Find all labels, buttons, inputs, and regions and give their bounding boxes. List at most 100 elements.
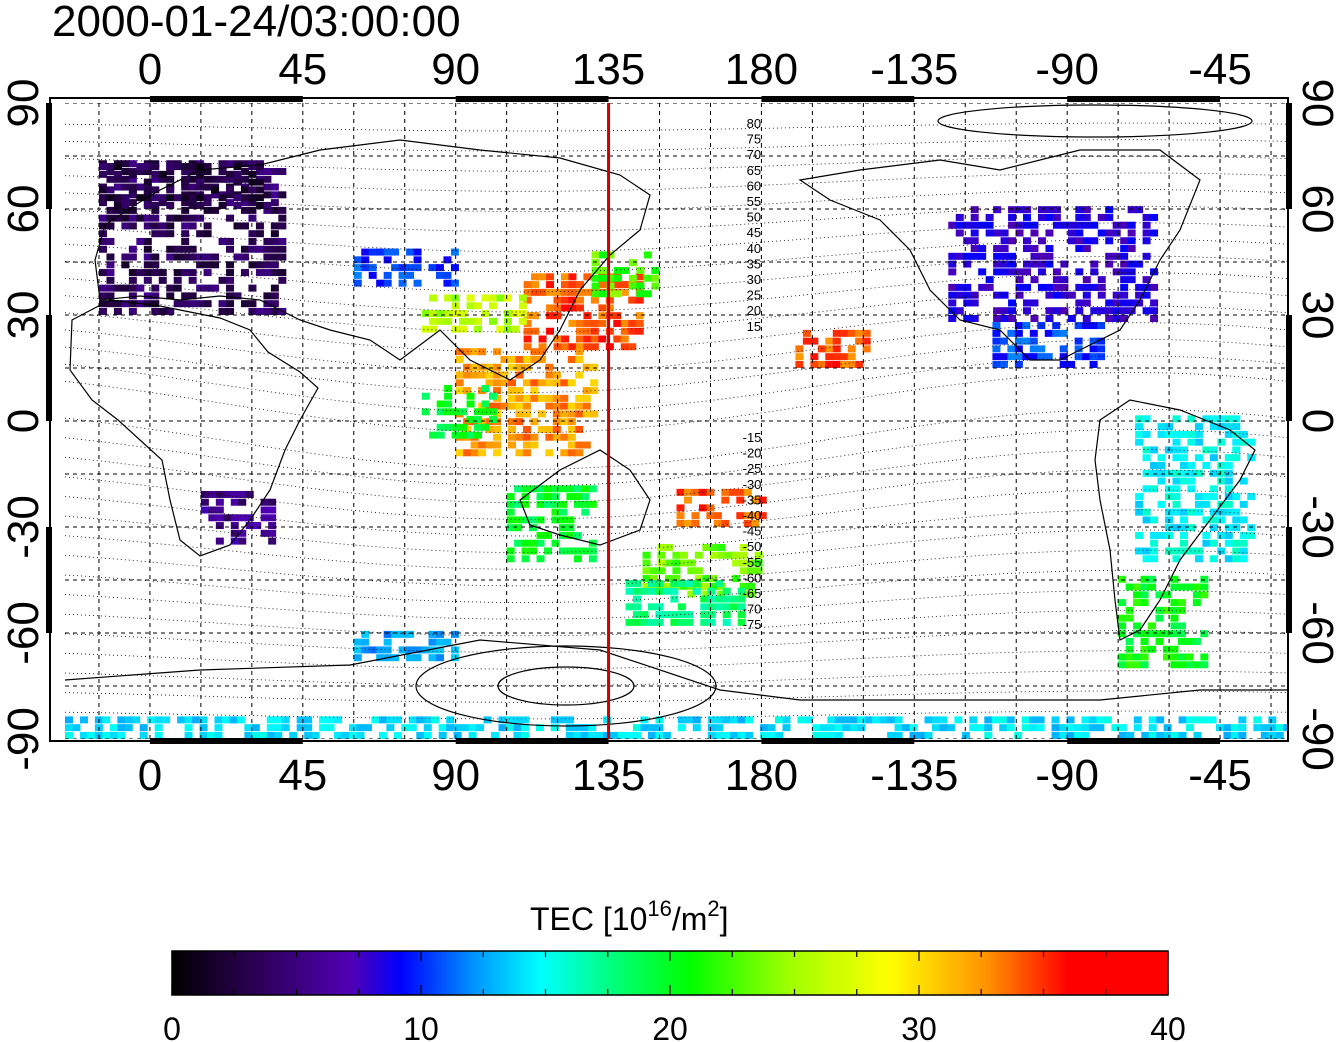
- tec-cell: [1162, 645, 1171, 653]
- tec-cell: [507, 433, 516, 441]
- tec-cell: [263, 261, 272, 269]
- tec-cell: [478, 418, 487, 426]
- tec-cell: [970, 315, 979, 322]
- tec-cell: [436, 431, 445, 439]
- tec-cell: [707, 618, 716, 626]
- tec-cell: [459, 310, 468, 318]
- tec-cell: [233, 170, 242, 178]
- tec-cell: [218, 276, 227, 284]
- tec-cell: [451, 408, 460, 416]
- tec-cell: [136, 168, 145, 176]
- tec-cell: [503, 294, 512, 302]
- tec-cell: [230, 490, 239, 498]
- tec-cell: [128, 276, 137, 284]
- tec-cell: [154, 724, 163, 732]
- tec-cell: [1209, 555, 1218, 563]
- tec-cell: [274, 716, 283, 724]
- tec-cell: [435, 638, 444, 646]
- tec-cell: [230, 498, 239, 506]
- tec-cell: [143, 163, 152, 171]
- tec-cell: [677, 603, 686, 611]
- tec-cell: [992, 337, 1001, 345]
- tec-cell: [1192, 661, 1201, 669]
- tec-cell: [537, 425, 546, 433]
- tec-cell: [151, 175, 160, 183]
- tec-cell: [985, 229, 994, 237]
- longitude-tick-label: 180: [725, 751, 798, 800]
- tec-cell: [620, 343, 629, 351]
- tec-region: [1118, 575, 1209, 669]
- tec-cell: [506, 547, 515, 555]
- tec-cell: [1200, 575, 1209, 583]
- tec-cell: [1105, 252, 1114, 260]
- frame-bar-bottom: [149, 738, 303, 744]
- tec-cell: [444, 294, 453, 302]
- frame-tick-bars: [46, 96, 1292, 744]
- coast-arctic-contour: [937, 104, 1253, 138]
- latitude-tick-label: 0: [0, 409, 48, 433]
- tec-cell: [523, 319, 532, 327]
- tec-cell: [530, 418, 539, 426]
- tec-cell: [188, 168, 197, 176]
- tec-cell: [970, 252, 979, 260]
- tec-cell: [670, 611, 679, 619]
- tec-cell: [268, 514, 277, 522]
- tec-cell: [463, 363, 472, 371]
- tec-cell: [1015, 268, 1024, 276]
- tec-cell: [478, 363, 487, 371]
- tec-cell: [421, 646, 430, 654]
- tec-cell: [706, 512, 715, 520]
- tec-cell: [181, 237, 190, 245]
- tec-cell: [963, 237, 972, 245]
- tec-cell: [737, 716, 746, 724]
- tec-cell: [226, 276, 235, 284]
- tec-cell: [1096, 724, 1105, 732]
- tec-cell: [485, 379, 494, 387]
- tec-cell: [1193, 716, 1202, 724]
- tec-cell: [166, 186, 175, 194]
- tec-cell: [739, 559, 748, 567]
- tec-cell: [948, 268, 957, 276]
- colorbar-title-exp2: 2: [707, 896, 719, 921]
- tec-cell: [692, 587, 701, 595]
- tec-cell: [1200, 583, 1209, 591]
- tec-cell: [515, 410, 524, 418]
- tec-cell: [181, 292, 190, 300]
- tec-cell: [1006, 724, 1015, 732]
- tec-cell: [751, 496, 760, 504]
- tec-cell: [248, 284, 257, 292]
- tec-cell: [196, 163, 205, 171]
- tec-cell: [428, 646, 437, 654]
- tec-cell: [1133, 599, 1142, 607]
- dip-latitude-labels: 8075706560555045403530252015-15-20-25-30…: [743, 116, 762, 632]
- tec-cell: [1194, 555, 1203, 563]
- tec-cell: [416, 716, 425, 724]
- dip-label-north: 80: [747, 116, 761, 131]
- tec-cell: [478, 371, 487, 379]
- tec-cell: [188, 201, 197, 209]
- tec-cell: [642, 567, 651, 575]
- tec-cell: [1142, 485, 1151, 493]
- tec-cell: [573, 500, 582, 508]
- tec-cell: [1120, 315, 1129, 322]
- tec-cell: [736, 488, 745, 496]
- tec-cell: [128, 191, 137, 199]
- tec-cell: [536, 555, 545, 563]
- tec-cell: [747, 582, 756, 590]
- tec-cell: [730, 603, 739, 611]
- tec-cell: [361, 256, 370, 264]
- tec-cell: [481, 400, 490, 408]
- tec-cell: [1052, 268, 1061, 276]
- tec-cell: [560, 410, 569, 418]
- dip-label-south: -50: [743, 539, 762, 554]
- tec-cell: [625, 580, 634, 587]
- tec-cell: [1192, 599, 1201, 607]
- tec-cell: [391, 264, 400, 272]
- tec-cell: [240, 160, 249, 168]
- tec-cell: [970, 206, 979, 214]
- tec-cell: [566, 516, 575, 524]
- tec-cell: [613, 335, 622, 343]
- tec-cell: [166, 253, 175, 261]
- tec-cell: [522, 433, 531, 441]
- tec-cell: [1192, 637, 1201, 645]
